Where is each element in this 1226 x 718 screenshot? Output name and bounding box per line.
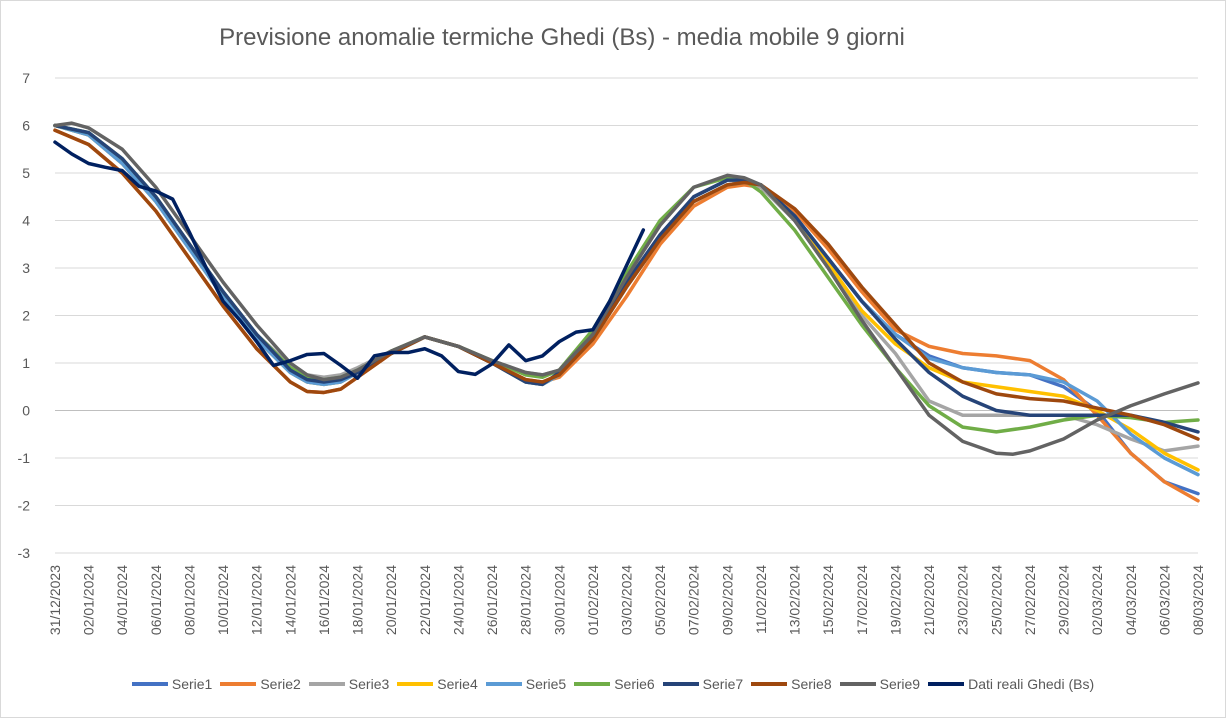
- legend-item: Serie8: [751, 676, 832, 692]
- legend-item: Serie6: [574, 676, 655, 692]
- legend-swatch: [751, 682, 788, 686]
- x-tick-label: 18/01/2024: [350, 565, 366, 635]
- x-tick-label: 29/02/2024: [1056, 565, 1072, 635]
- x-tick-label: 13/02/2024: [787, 565, 803, 635]
- legend-label: Serie1: [171, 676, 213, 692]
- x-tick-label: 17/02/2024: [854, 565, 870, 635]
- legend-label: Serie7: [702, 676, 744, 692]
- legend-label: Serie2: [260, 676, 301, 692]
- legend-item: Serie2: [220, 676, 301, 692]
- x-tick-label: 24/01/2024: [450, 565, 466, 635]
- legend-swatch: [308, 682, 345, 686]
- x-tick-label: 02/01/2024: [81, 565, 97, 635]
- x-tick-label: 05/02/2024: [652, 565, 668, 635]
- x-tick-label: 08/03/2024: [1190, 565, 1206, 635]
- legend-label: Serie6: [614, 676, 655, 692]
- x-tick-label: 22/01/2024: [417, 565, 433, 635]
- legend-item: Serie5: [485, 676, 567, 692]
- y-tick-label: 4: [22, 213, 30, 229]
- x-tick-label: 11/02/2024: [753, 565, 769, 634]
- x-tick-label: 23/02/2024: [955, 565, 971, 635]
- x-tick-label: 03/02/2024: [619, 565, 635, 635]
- legend-swatch: [131, 682, 168, 686]
- x-tick-label: 30/01/2024: [551, 565, 567, 635]
- legend-label: Serie3: [348, 676, 390, 692]
- legend-swatch: [662, 682, 699, 686]
- x-tick-label: 14/01/2024: [282, 565, 298, 635]
- x-tick-label: 01/02/2024: [585, 565, 601, 635]
- chart-legend: Serie1 Serie2 Serie3 Serie4 Serie5 Serie6 Seri…: [0, 676, 1226, 692]
- x-tick-label: 08/01/2024: [181, 565, 197, 635]
- legend-item: Serie1: [131, 676, 213, 692]
- x-tick-label: 16/01/2024: [316, 565, 332, 635]
- x-tick-label: 20/01/2024: [383, 565, 399, 635]
- x-tick-label: 07/02/2024: [686, 565, 702, 635]
- series-line-serie9: [53, 121, 1200, 456]
- legend-item: Dati reali Ghedi (Bs): [928, 676, 1094, 692]
- y-tick-label: 0: [22, 403, 30, 419]
- x-tick-label: 04/03/2024: [1123, 565, 1139, 635]
- x-tick-label: 06/01/2024: [148, 565, 164, 635]
- legend-label: Serie8: [791, 676, 832, 692]
- x-tick-label: 10/01/2024: [215, 565, 231, 635]
- legend-label: Serie9: [879, 676, 921, 692]
- y-tick-label: 2: [22, 308, 30, 324]
- x-tick-label: 02/03/2024: [1089, 565, 1105, 635]
- x-tick-label: 09/02/2024: [719, 565, 735, 635]
- y-tick-label: 3: [22, 260, 30, 276]
- y-tick-label: 6: [22, 118, 30, 134]
- legend-swatch: [839, 682, 876, 686]
- x-tick-label: 15/02/2024: [820, 565, 836, 635]
- x-tick-label: 28/01/2024: [518, 565, 534, 635]
- legend-swatch: [574, 682, 611, 686]
- chart-title: Previsione anomalie termiche Ghedi (Bs) …: [219, 24, 905, 51]
- legend-item: Serie9: [839, 676, 921, 692]
- y-tick-label: -1: [18, 450, 31, 466]
- legend-label: Serie4: [437, 676, 478, 692]
- x-tick-label: 31/12/2023: [47, 565, 63, 635]
- legend-label: Dati reali Ghedi (Bs): [968, 676, 1095, 692]
- legend-label: Serie5: [525, 676, 567, 692]
- y-tick-label: 7: [22, 70, 30, 86]
- legend-item: Serie3: [308, 676, 390, 692]
- x-tick-label: 12/01/2024: [249, 565, 265, 635]
- x-tick-label: 19/02/2024: [887, 565, 903, 635]
- legend-swatch: [485, 682, 522, 686]
- x-tick-label: 06/03/2024: [1156, 565, 1172, 635]
- legend-swatch: [928, 682, 965, 686]
- legend-item: Serie7: [662, 676, 744, 692]
- y-tick-label: 1: [22, 355, 30, 371]
- y-tick-label: 5: [22, 165, 30, 181]
- x-tick-label: 27/02/2024: [1022, 565, 1038, 635]
- y-tick-label: -3: [18, 545, 31, 561]
- legend-swatch: [397, 682, 434, 686]
- series-line-dati-reali-ghedi-bs: [53, 140, 646, 380]
- x-tick-label: 04/01/2024: [114, 565, 130, 635]
- x-tick-label: 26/01/2024: [484, 565, 500, 635]
- legend-item: Serie4: [397, 676, 478, 692]
- series-line-serie5: [53, 123, 1200, 477]
- x-tick-label: 21/02/2024: [921, 565, 937, 635]
- x-tick-label: 25/02/2024: [988, 565, 1004, 635]
- legend-swatch: [220, 682, 257, 686]
- y-tick-label: -2: [18, 498, 31, 514]
